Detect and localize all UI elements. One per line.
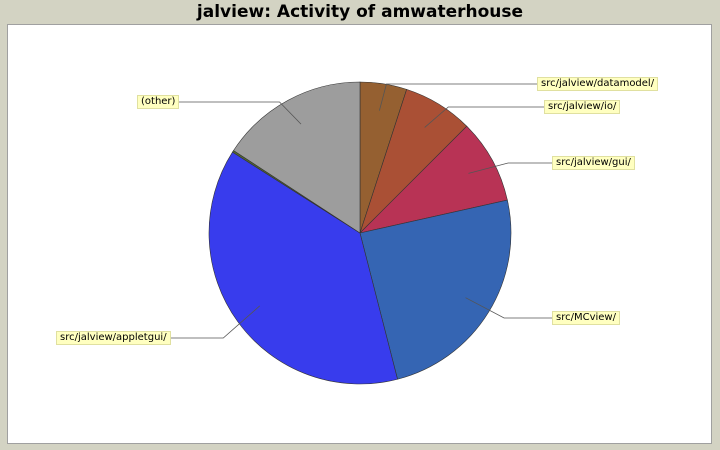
- pie-slice: [233, 81, 361, 234]
- slice-label: (other): [137, 95, 180, 109]
- label-leader-line: [176, 101, 302, 125]
- label-leader-line: [468, 162, 552, 174]
- slice-label: src/jalview/datamodel/: [537, 77, 659, 91]
- slice-label: src/jalview/appletgui/: [56, 331, 171, 345]
- slice-label: src/jalview/gui/: [552, 156, 635, 170]
- label-leader-line: [424, 106, 544, 128]
- pie-slice: [208, 151, 398, 385]
- chart-title: jalview: Activity of amwaterhouse: [196, 2, 524, 22]
- label-leader-line: [465, 297, 552, 319]
- pie-slice: [359, 199, 512, 380]
- pie-slice: [359, 125, 508, 234]
- label-leader-line: [169, 305, 261, 339]
- slice-label: src/jalview/io/: [544, 100, 621, 114]
- slice-label: src/MCview/: [552, 311, 620, 325]
- label-leader-line: [378, 83, 537, 111]
